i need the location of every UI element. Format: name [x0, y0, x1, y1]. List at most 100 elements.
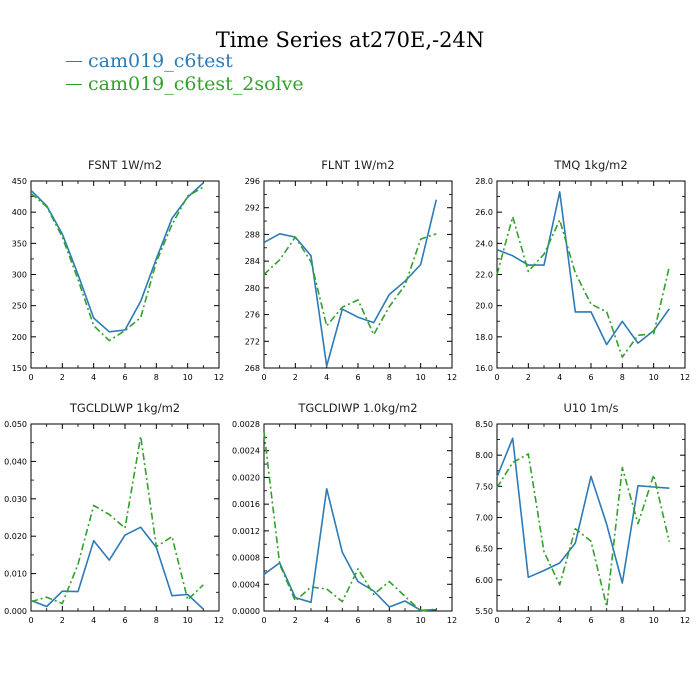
panel-5-title: TGCLDIWP 1.0kg/m2 — [297, 401, 417, 415]
panel-2-ytick-label: 284 — [245, 257, 260, 266]
panel-4-series-1-line — [30, 526, 204, 610]
panel-5-ytick-label: 0.0004 — [232, 580, 260, 589]
panel-5-ytick-label: 0.0012 — [232, 527, 260, 536]
panel-6-ytick-label: 5.50 — [475, 607, 493, 616]
panel-1-ytick-label: 350 — [12, 239, 27, 248]
panel-6-xtick-label: 4 — [557, 616, 562, 625]
panel-1-ytick-label: 250 — [12, 302, 27, 311]
panel-3-xtick-label: 12 — [680, 373, 690, 382]
panel-2-ytick-label: 292 — [245, 204, 260, 213]
panel-5-xtick-label: 4 — [324, 616, 329, 625]
panel-5-xtick-label: 0 — [261, 616, 266, 625]
panel-1-xtick-label: 2 — [60, 373, 65, 382]
panel-5-frame — [263, 423, 453, 612]
panel-1-series-1-line — [30, 182, 204, 333]
panel-2-title: FLNT 1W/m2 — [321, 158, 394, 172]
panel-2-ytick-label: 288 — [245, 230, 260, 239]
panel-4-xtick-label: 12 — [214, 616, 224, 625]
panel-6-xtick-label: 0 — [494, 616, 499, 625]
panel-2-frame — [263, 180, 453, 369]
panel-4-ytick-label: 0.020 — [4, 532, 27, 541]
panel-3-xtick-label: 8 — [620, 373, 625, 382]
panel-4-title: TGCLDLWP 1kg/m2 — [69, 401, 180, 415]
panel-4-xtick-label: 2 — [60, 616, 65, 625]
panel-3-ytick-label: 18.0 — [475, 333, 493, 342]
panel-3-ytick-label: 24.0 — [475, 239, 493, 248]
panel-6-ytick-label: 8.00 — [475, 451, 493, 460]
panel-2-xtick-label: 6 — [355, 373, 360, 382]
panel-6-ytick-label: 7.50 — [475, 482, 493, 491]
legend-entry-1: cam019_c6test — [66, 50, 233, 72]
legend-entry-2: cam019_c6test_2solve — [66, 73, 304, 95]
panel-1-title: FSNT 1W/m2 — [88, 158, 162, 172]
panel-5-xtick-label: 10 — [416, 616, 426, 625]
panel-6-ytick-label: 7.00 — [475, 514, 493, 523]
panel-5-xtick-label: 8 — [387, 616, 392, 625]
panel-4-xtick-label: 4 — [91, 616, 96, 625]
panel-2-series-2-line — [263, 233, 437, 336]
panel-4-ytick-label: 0.040 — [4, 457, 27, 466]
panel-6-frame — [496, 423, 686, 612]
panel-1-frame — [30, 180, 220, 369]
panel-2-xtick-label: 12 — [447, 373, 457, 382]
panel-6-ytick-label: 6.50 — [475, 545, 493, 554]
panel-1-ytick-label: 450 — [12, 177, 27, 186]
panel-3-series-2-line — [496, 216, 671, 358]
panel-6-ytick-label: 6.00 — [475, 576, 493, 585]
panel-3-ytick-label: 20.0 — [475, 302, 493, 311]
panel-2-xtick-label: 10 — [416, 373, 426, 382]
panel-1-xtick-label: 10 — [183, 373, 193, 382]
panel-5-ytick-label: 0.0000 — [232, 607, 260, 616]
panel-3-xtick-label: 4 — [557, 373, 562, 382]
panel-4-xtick-label: 6 — [122, 616, 127, 625]
legend-swatch-1 — [66, 60, 82, 62]
panel-2-ytick-label: 280 — [245, 284, 260, 293]
panel-1-series-2-line — [30, 186, 204, 342]
panel-1-xtick-label: 12 — [214, 373, 224, 382]
panel-3-xtick-label: 2 — [526, 373, 531, 382]
panel-4-ytick-label: 0.050 — [4, 420, 27, 429]
panel-1-xtick-label: 6 — [122, 373, 127, 382]
panel-4-xtick-label: 8 — [154, 616, 159, 625]
panel-5-xtick-label: 2 — [293, 616, 298, 625]
panel-5-xtick-label: 12 — [447, 616, 457, 625]
panel-6-series-1-line — [496, 437, 670, 584]
panel-2-ytick-label: 268 — [245, 364, 260, 373]
panel-1-ytick-label: 200 — [12, 333, 27, 342]
panel-2-xtick-label: 4 — [324, 373, 329, 382]
panel-4-series-2-line — [30, 435, 204, 605]
panel-3-ytick-label: 22.0 — [475, 271, 493, 280]
panel-3-frame — [496, 180, 686, 369]
figure-title: Time Series at270E,-24N — [215, 28, 485, 52]
panel-6-ytick-label: 8.50 — [475, 420, 493, 429]
panel-6-xtick-label: 6 — [588, 616, 593, 625]
panel-1-ytick-label: 400 — [12, 208, 27, 217]
panel-6-series-2-line — [496, 453, 671, 608]
panel-3-title: TMQ 1kg/m2 — [553, 158, 627, 172]
panel-5-ytick-label: 0.0016 — [232, 500, 260, 509]
panel-2-xtick-label: 0 — [261, 373, 266, 382]
panel-3-xtick-label: 10 — [649, 373, 659, 382]
panel-5-ytick-label: 0.0020 — [232, 473, 260, 482]
panel-4-ytick-label: 0.000 — [4, 607, 27, 616]
panel-2-xtick-label: 8 — [387, 373, 392, 382]
panel-4-ytick-label: 0.030 — [4, 495, 27, 504]
panel-3-ytick-label: 16.0 — [475, 364, 493, 373]
panel-4-xtick-label: 10 — [183, 616, 193, 625]
panel-1-xtick-label: 4 — [91, 373, 96, 382]
panel-4-xtick-label: 0 — [28, 616, 33, 625]
panel-6-xtick-label: 8 — [620, 616, 625, 625]
legend-label-2: cam019_c6test_2solve — [88, 73, 304, 95]
panel-3-series-1-line — [496, 191, 670, 346]
panel-2-ytick-label: 296 — [245, 177, 260, 186]
panel-2-series-1-line — [263, 199, 438, 367]
legend-label-1: cam019_c6test — [88, 50, 233, 72]
panel-5-series-1-line — [263, 487, 437, 612]
panel-4-frame — [30, 423, 220, 612]
panel-6-xtick-label: 2 — [526, 616, 531, 625]
legend-swatch-2 — [66, 83, 82, 85]
panel-3-ytick-label: 26.0 — [475, 208, 493, 217]
panel-3-xtick-label: 0 — [494, 373, 499, 382]
panel-6-title: U10 1m/s — [563, 401, 618, 415]
